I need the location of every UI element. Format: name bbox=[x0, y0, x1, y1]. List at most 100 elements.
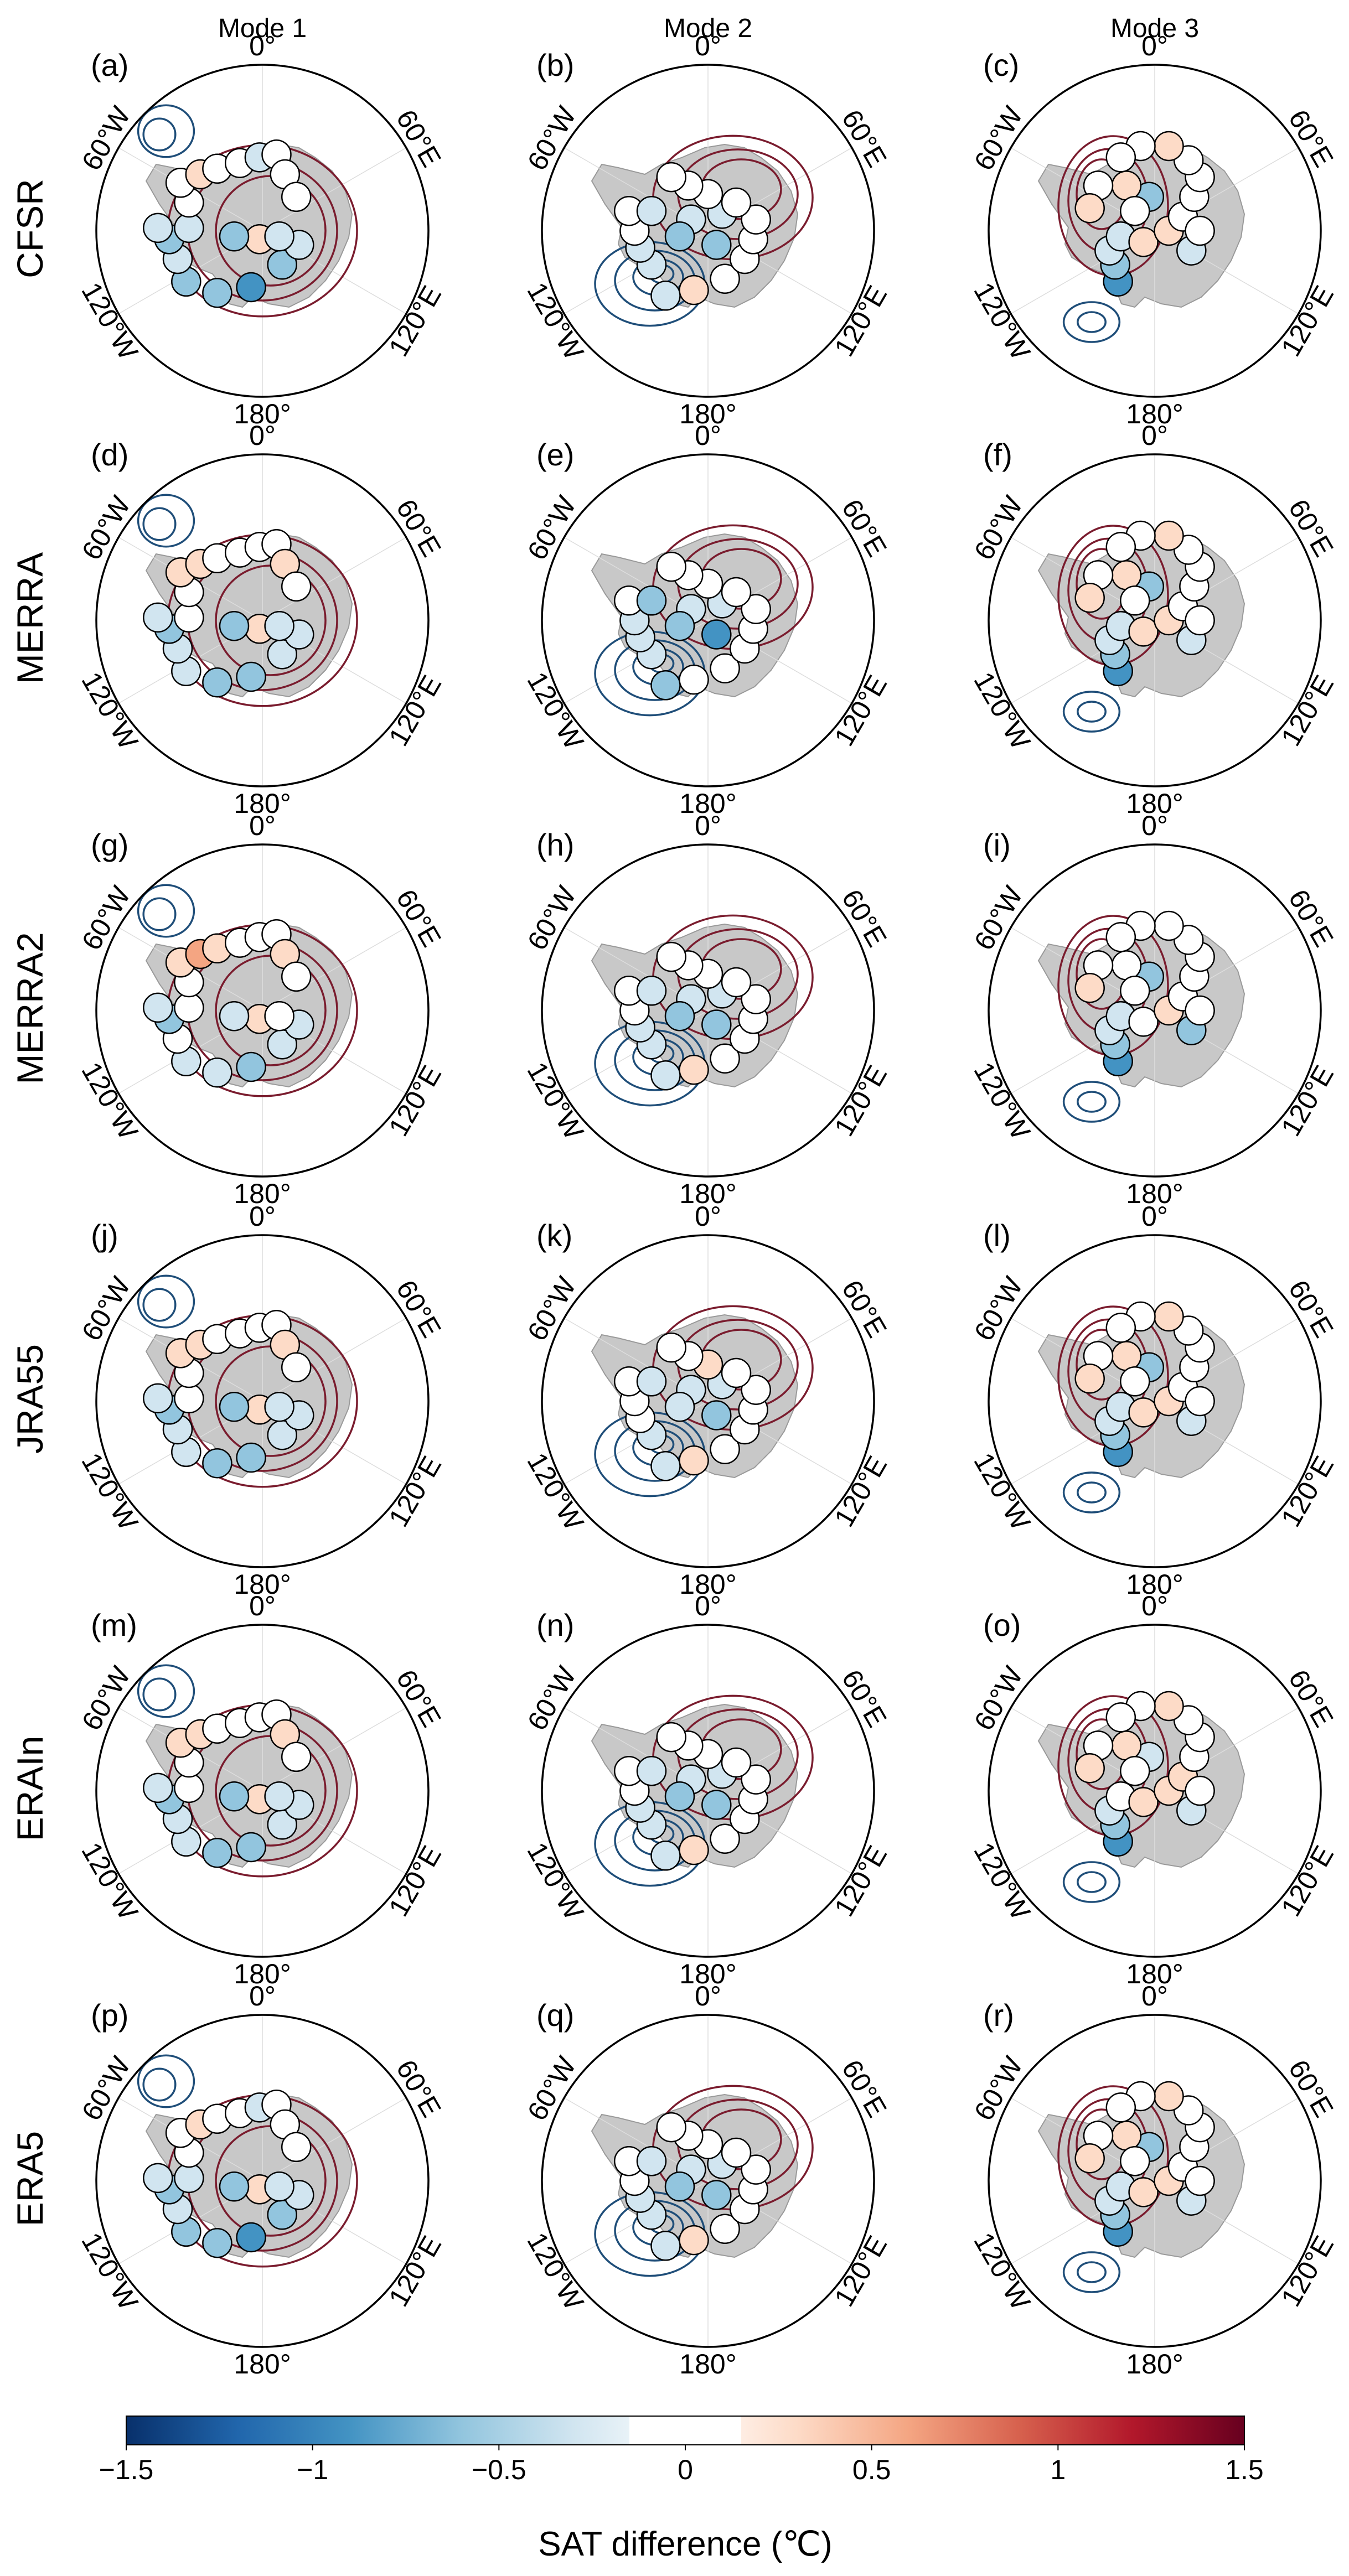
colorbar-tick-label: 1 bbox=[1050, 2454, 1066, 2485]
panel-letter: (c) bbox=[983, 48, 1019, 82]
panel-letter: (a) bbox=[91, 48, 128, 82]
longitude-label-0: 0° bbox=[695, 1981, 721, 2012]
station-marker bbox=[1120, 2146, 1150, 2176]
station-marker bbox=[1105, 922, 1136, 952]
longitude-label-60e: 60°E bbox=[836, 1275, 893, 1343]
panel-letter: (o) bbox=[983, 1608, 1021, 1642]
station-marker bbox=[1074, 193, 1105, 224]
station-marker bbox=[1120, 976, 1150, 1006]
longitude-label-180: 180° bbox=[679, 2349, 736, 2380]
station-marker bbox=[264, 1001, 294, 1032]
longitude-label-0: 0° bbox=[695, 30, 721, 61]
colorbar-tick-label: 1.5 bbox=[1225, 2454, 1264, 2485]
station-marker bbox=[1154, 1301, 1184, 1332]
longitude-label-60e: 60°E bbox=[836, 884, 893, 952]
station-marker bbox=[1074, 1753, 1105, 1784]
longitude-label-120w: 120°W bbox=[521, 2227, 590, 2315]
longitude-label-60e: 60°E bbox=[1283, 884, 1340, 952]
longitude-label-60w: 60°W bbox=[968, 880, 1029, 955]
station-marker bbox=[281, 2132, 312, 2163]
map-boundary-circle bbox=[95, 1624, 430, 1958]
longitude-label-60e: 60°E bbox=[1283, 1275, 1340, 1343]
station-marker bbox=[741, 984, 771, 1014]
map-panel-merra2-mode1: (g) 0° 180° 60°W 60°E 120°W 120°E bbox=[75, 810, 447, 1209]
station-marker bbox=[1128, 1007, 1159, 1037]
station-marker bbox=[679, 664, 709, 695]
longitude-label-60w: 60°W bbox=[968, 1271, 1029, 1346]
map-panel-erain-mode3: (o) 0° 180° 60°W 60°E 120°W 120°E bbox=[968, 1590, 1340, 1989]
station-marker bbox=[1111, 560, 1142, 590]
map-panel-erain-mode1: (m) 0° 180° 60°W 60°E 120°W 120°E bbox=[75, 1590, 447, 1989]
longitude-label-60w: 60°W bbox=[521, 1271, 582, 1346]
negative-contour bbox=[1062, 1861, 1121, 1903]
station-marker bbox=[650, 1451, 681, 1481]
longitude-label-180: 180° bbox=[1126, 1569, 1183, 1600]
station-marker bbox=[679, 274, 709, 305]
station-marker bbox=[281, 1741, 312, 1772]
map-boundary-circle bbox=[988, 1234, 1322, 1568]
longitude-label-60e: 60°E bbox=[1283, 1665, 1340, 1732]
map-boundary-circle bbox=[988, 453, 1322, 787]
station-marker bbox=[664, 2171, 695, 2202]
map-panel-era5-mode3: (r) 0° 180° 60°W 60°E 120°W 120°E bbox=[968, 1981, 1340, 2380]
station-marker bbox=[636, 585, 667, 616]
longitude-label-180: 180° bbox=[679, 398, 736, 429]
longitude-label-120e: 120°E bbox=[383, 2231, 447, 2311]
station-marker bbox=[1185, 1386, 1215, 1417]
station-marker bbox=[1105, 532, 1136, 562]
longitude-label-60e: 60°E bbox=[390, 494, 447, 562]
longitude-label-60e: 60°E bbox=[1283, 2055, 1340, 2122]
station-marker bbox=[701, 1400, 732, 1430]
station-marker bbox=[1074, 1363, 1105, 1394]
station-marker bbox=[1128, 2177, 1159, 2207]
station-marker bbox=[219, 1391, 250, 1422]
station-marker bbox=[174, 602, 204, 633]
station-marker bbox=[174, 212, 204, 243]
station-marker bbox=[236, 1442, 266, 1473]
map-boundary-circle bbox=[541, 2014, 875, 2348]
negative-contour bbox=[1077, 2261, 1107, 2283]
station-marker bbox=[721, 1747, 752, 1778]
column-title-mode-3: Mode 3 bbox=[1110, 14, 1199, 43]
row-label-erain: ERAIn bbox=[9, 1736, 50, 1842]
station-marker bbox=[1154, 520, 1184, 551]
map-panel-cfsr-mode3: (c) 0° 180° 60°W 60°E 120°W 120°E bbox=[968, 30, 1340, 429]
longitude-label-0: 0° bbox=[249, 1590, 276, 1621]
station-marker bbox=[650, 1841, 681, 1871]
station-marker bbox=[1120, 1756, 1150, 1786]
panel-letter: (q) bbox=[536, 1998, 574, 2033]
station-marker bbox=[701, 1790, 732, 1820]
station-marker bbox=[1105, 142, 1136, 173]
map-panel-cfsr-mode2: (b) 0° 180° 60°W 60°E 120°W 120°E bbox=[521, 30, 893, 429]
station-marker bbox=[679, 1445, 709, 1476]
panel-letter: (f) bbox=[983, 437, 1012, 472]
panel-letter: (n) bbox=[536, 1608, 574, 1642]
map-boundary-circle bbox=[988, 2014, 1322, 2348]
longitude-label-120w: 120°W bbox=[75, 277, 144, 365]
panel-letter: (j) bbox=[91, 1218, 118, 1253]
station-marker bbox=[741, 1375, 771, 1405]
station-marker bbox=[202, 277, 232, 308]
station-marker bbox=[1105, 2092, 1136, 2123]
row-label-merra2: MERRA2 bbox=[9, 932, 50, 1084]
map-boundary-circle bbox=[95, 2014, 430, 2348]
longitude-label-120w: 120°W bbox=[968, 667, 1036, 755]
station-marker bbox=[701, 230, 732, 260]
station-marker bbox=[281, 1352, 312, 1383]
station-marker bbox=[174, 1772, 204, 1803]
colorbar-tick-label: 0.5 bbox=[852, 2454, 891, 2485]
longitude-label-120w: 120°W bbox=[968, 1448, 1036, 1536]
negative-contour bbox=[137, 2054, 195, 2108]
station-marker bbox=[219, 221, 250, 252]
negative-contour bbox=[1062, 1471, 1121, 1514]
longitude-label-60w: 60°W bbox=[76, 1661, 137, 1735]
negative-contour bbox=[1062, 301, 1121, 343]
longitude-label-0: 0° bbox=[1141, 30, 1168, 61]
longitude-label-180: 180° bbox=[234, 788, 291, 819]
longitude-label-60w: 60°W bbox=[76, 880, 137, 955]
longitude-label-120e: 120°E bbox=[828, 1451, 893, 1532]
negative-contour bbox=[142, 2067, 177, 2102]
station-marker bbox=[721, 967, 752, 998]
station-marker bbox=[701, 1009, 732, 1040]
longitude-label-60e: 60°E bbox=[1283, 494, 1340, 562]
